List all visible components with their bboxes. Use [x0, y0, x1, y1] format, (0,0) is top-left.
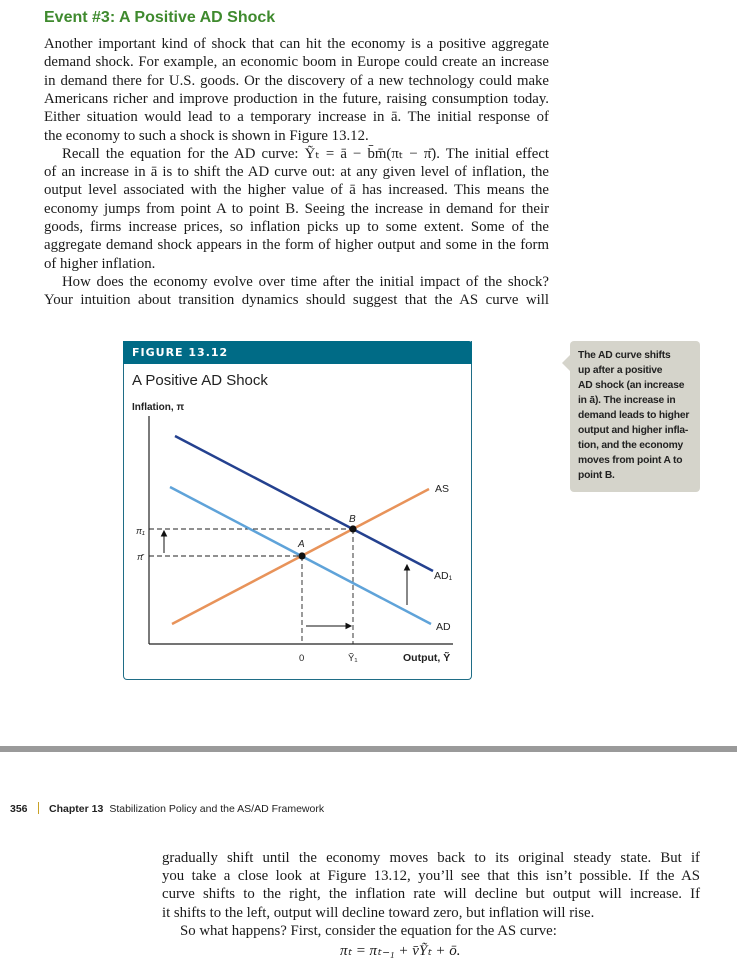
ad-label: AD	[436, 621, 451, 633]
section-heading: Event #3: A Positive AD Shock	[44, 9, 276, 26]
page-footer: 356 Chapter 13 Stabilization Policy and th…	[10, 802, 324, 815]
point-b-label: B	[349, 514, 356, 525]
arrowhead	[403, 563, 411, 571]
text-line: curve shifts to the right, the inflation…	[162, 886, 700, 903]
text-line: in demand there for U.S. goods. Or the d…	[44, 72, 549, 89]
note-line: AD shock (an increase	[578, 380, 685, 391]
page-divider	[0, 746, 737, 752]
margin-note	[570, 341, 700, 492]
text-line: the economy to such a shock is shown in …	[44, 127, 369, 144]
point-a	[298, 552, 306, 560]
x-axis-label: Output, Ỹ	[403, 651, 450, 664]
text-line: it shifts to the left, output will decli…	[162, 904, 595, 921]
y-tick-pibar: π̄	[137, 552, 145, 562]
ad1-label: AD₁	[434, 570, 453, 582]
point-b	[349, 525, 357, 533]
note-line: up after a positive	[578, 365, 663, 376]
page-number: 356	[10, 803, 28, 815]
as-equation: πₜ = πₜ₋₁ + v̄Ỹₜ + ō.	[340, 943, 461, 959]
footer-separator	[37, 802, 40, 814]
text-line: Another important kind of shock that can…	[44, 36, 549, 52]
x-tick-y1: Ỹ₁	[348, 653, 358, 664]
text-line: output level associated with the higher …	[44, 182, 549, 199]
text-line: gradually shift until the economy moves …	[162, 850, 700, 866]
note-line: The AD curve shifts	[578, 350, 671, 361]
text-line: Either situation would lead to a tempora…	[44, 109, 549, 126]
text-line: aggregate demand shock appears in the fo…	[44, 237, 549, 254]
figure-title: A Positive AD Shock	[132, 372, 268, 389]
text-line: So what happens? First, consider the equ…	[180, 922, 557, 939]
figure-header: FIGURE 13.12	[123, 341, 472, 364]
text-line: Americans richer and improve production …	[44, 90, 549, 107]
arrowhead	[345, 622, 353, 630]
note-line: in ā). The increase in	[578, 395, 676, 406]
text-line: goods, firms increase prices, so inflati…	[44, 219, 549, 235]
text-line: Your intuition about transition dynamics…	[44, 292, 549, 309]
text-line: economy jumps from point A to point B. S…	[44, 200, 549, 217]
chapter-number: Chapter 13	[49, 803, 104, 815]
y-axis-label: Inflation, π	[132, 402, 184, 413]
note-line: moves from point A to	[578, 455, 683, 466]
text-line: Recall the equation for the AD curve: Ỹₜ…	[62, 145, 549, 162]
arrowhead	[160, 529, 168, 537]
note-line: tion, and the economy	[578, 440, 684, 451]
text-line: you take a close look at Figure 13.12, y…	[162, 868, 700, 885]
point-a-label: A	[297, 539, 305, 550]
figure-label: FIGURE 13.12	[132, 346, 229, 359]
text-line: demand shock. For example, an economic b…	[44, 54, 549, 71]
text-line: of higher inflation.	[44, 255, 156, 272]
chapter-title: Stabilization Policy and the AS/AD Frame…	[109, 803, 325, 815]
note-line: point B.	[578, 470, 615, 481]
text-line: How does the economy evolve over time af…	[62, 273, 549, 290]
margin-note-text: The AD curve shifts up after a positive AD…	[578, 348, 696, 483]
figure-frame	[123, 341, 472, 680]
y-tick-pi1: π₁	[136, 526, 145, 536]
note-line: output and higher infla-	[578, 425, 689, 436]
x-tick-0: 0	[299, 653, 304, 664]
text-line: of an increase in ā is to shift the AD c…	[44, 164, 549, 181]
as-label: AS	[435, 483, 449, 495]
note-line: demand leads to higher	[578, 410, 690, 421]
ad1-curve	[174, 434, 434, 573]
margin-note-pointer	[562, 355, 570, 371]
